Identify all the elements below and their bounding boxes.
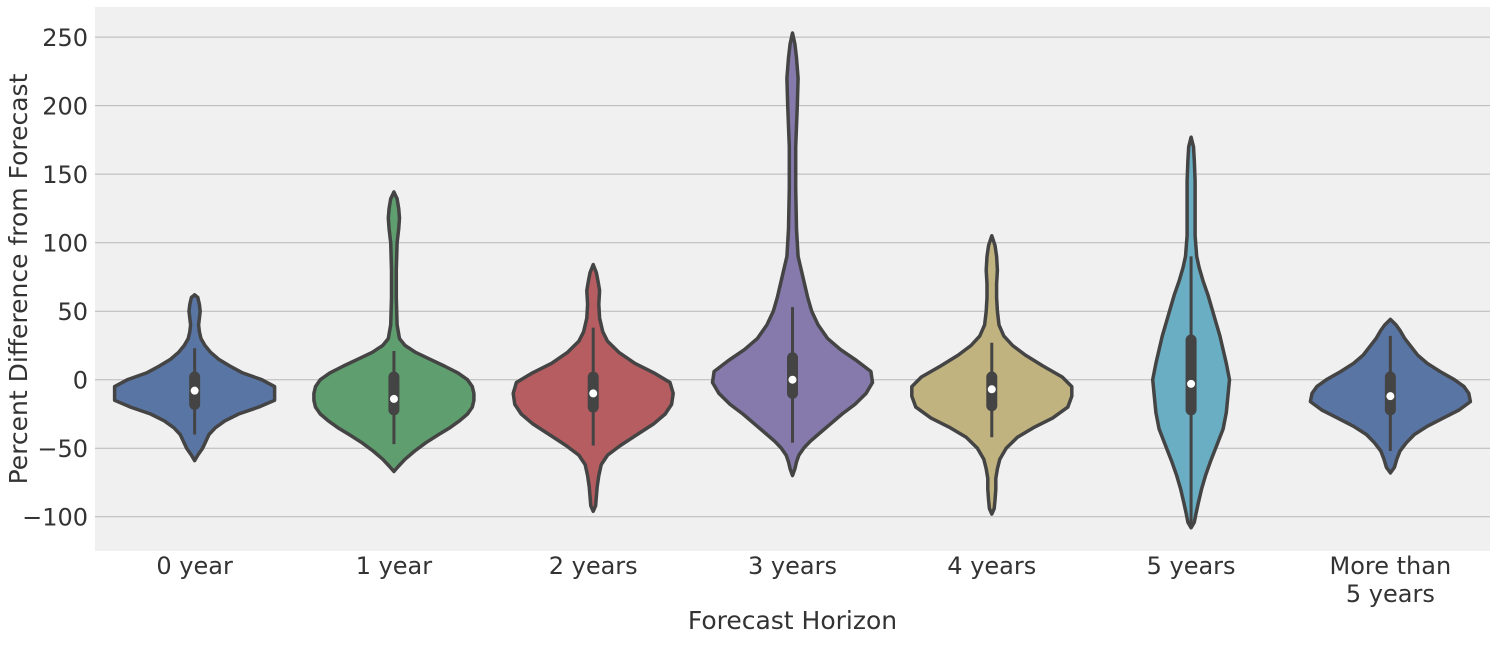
violin-median-dot (1386, 392, 1395, 401)
violin-group (112, 293, 277, 463)
violin-body (312, 190, 476, 474)
y-tick-label: 50 (57, 298, 88, 326)
y-tick-label: −100 (22, 504, 88, 532)
y-axis-label: Percent Difference from Forecast (4, 73, 33, 484)
violins (112, 31, 1473, 530)
y-tick-label: 0 (73, 367, 88, 395)
x-tick-label: 3 years (748, 552, 837, 580)
x-tick-label: 1 year (356, 552, 433, 580)
violin-median-dot (788, 375, 797, 384)
y-tick-label: 200 (42, 93, 88, 121)
y-tick-label: 250 (42, 24, 88, 52)
violin-group (910, 234, 1074, 516)
y-tick-labels: −100 −50 0 50 100 150 200 250 (22, 24, 88, 532)
y-tick-label: 100 (42, 230, 88, 258)
x-tick-labels: 0 year 1 year 2 years 3 years 4 years 5 years… (156, 552, 1451, 608)
violin-group (1150, 135, 1232, 530)
violin-group (312, 190, 476, 474)
x-tick-label: 2 years (549, 552, 638, 580)
violin-median-dot (389, 394, 398, 403)
x-tick-label: 0 year (156, 552, 233, 580)
y-tick-label: 150 (42, 161, 88, 189)
violin-median-dot (589, 389, 598, 398)
violin-median-dot (987, 385, 996, 394)
y-tick-label: −50 (37, 435, 88, 463)
violin-body (710, 31, 875, 478)
violin-group (511, 262, 675, 514)
x-tick-label: 5 years (1147, 552, 1236, 580)
x-axis-label: Forecast Horizon (688, 606, 897, 635)
violin-group (710, 31, 875, 478)
x-tick-label: 4 years (947, 552, 1036, 580)
violin-median-dot (1187, 379, 1196, 388)
violin-median-dot (190, 386, 199, 395)
x-tick-label: More than 5 years (1330, 552, 1452, 608)
violin-group (1308, 317, 1473, 475)
